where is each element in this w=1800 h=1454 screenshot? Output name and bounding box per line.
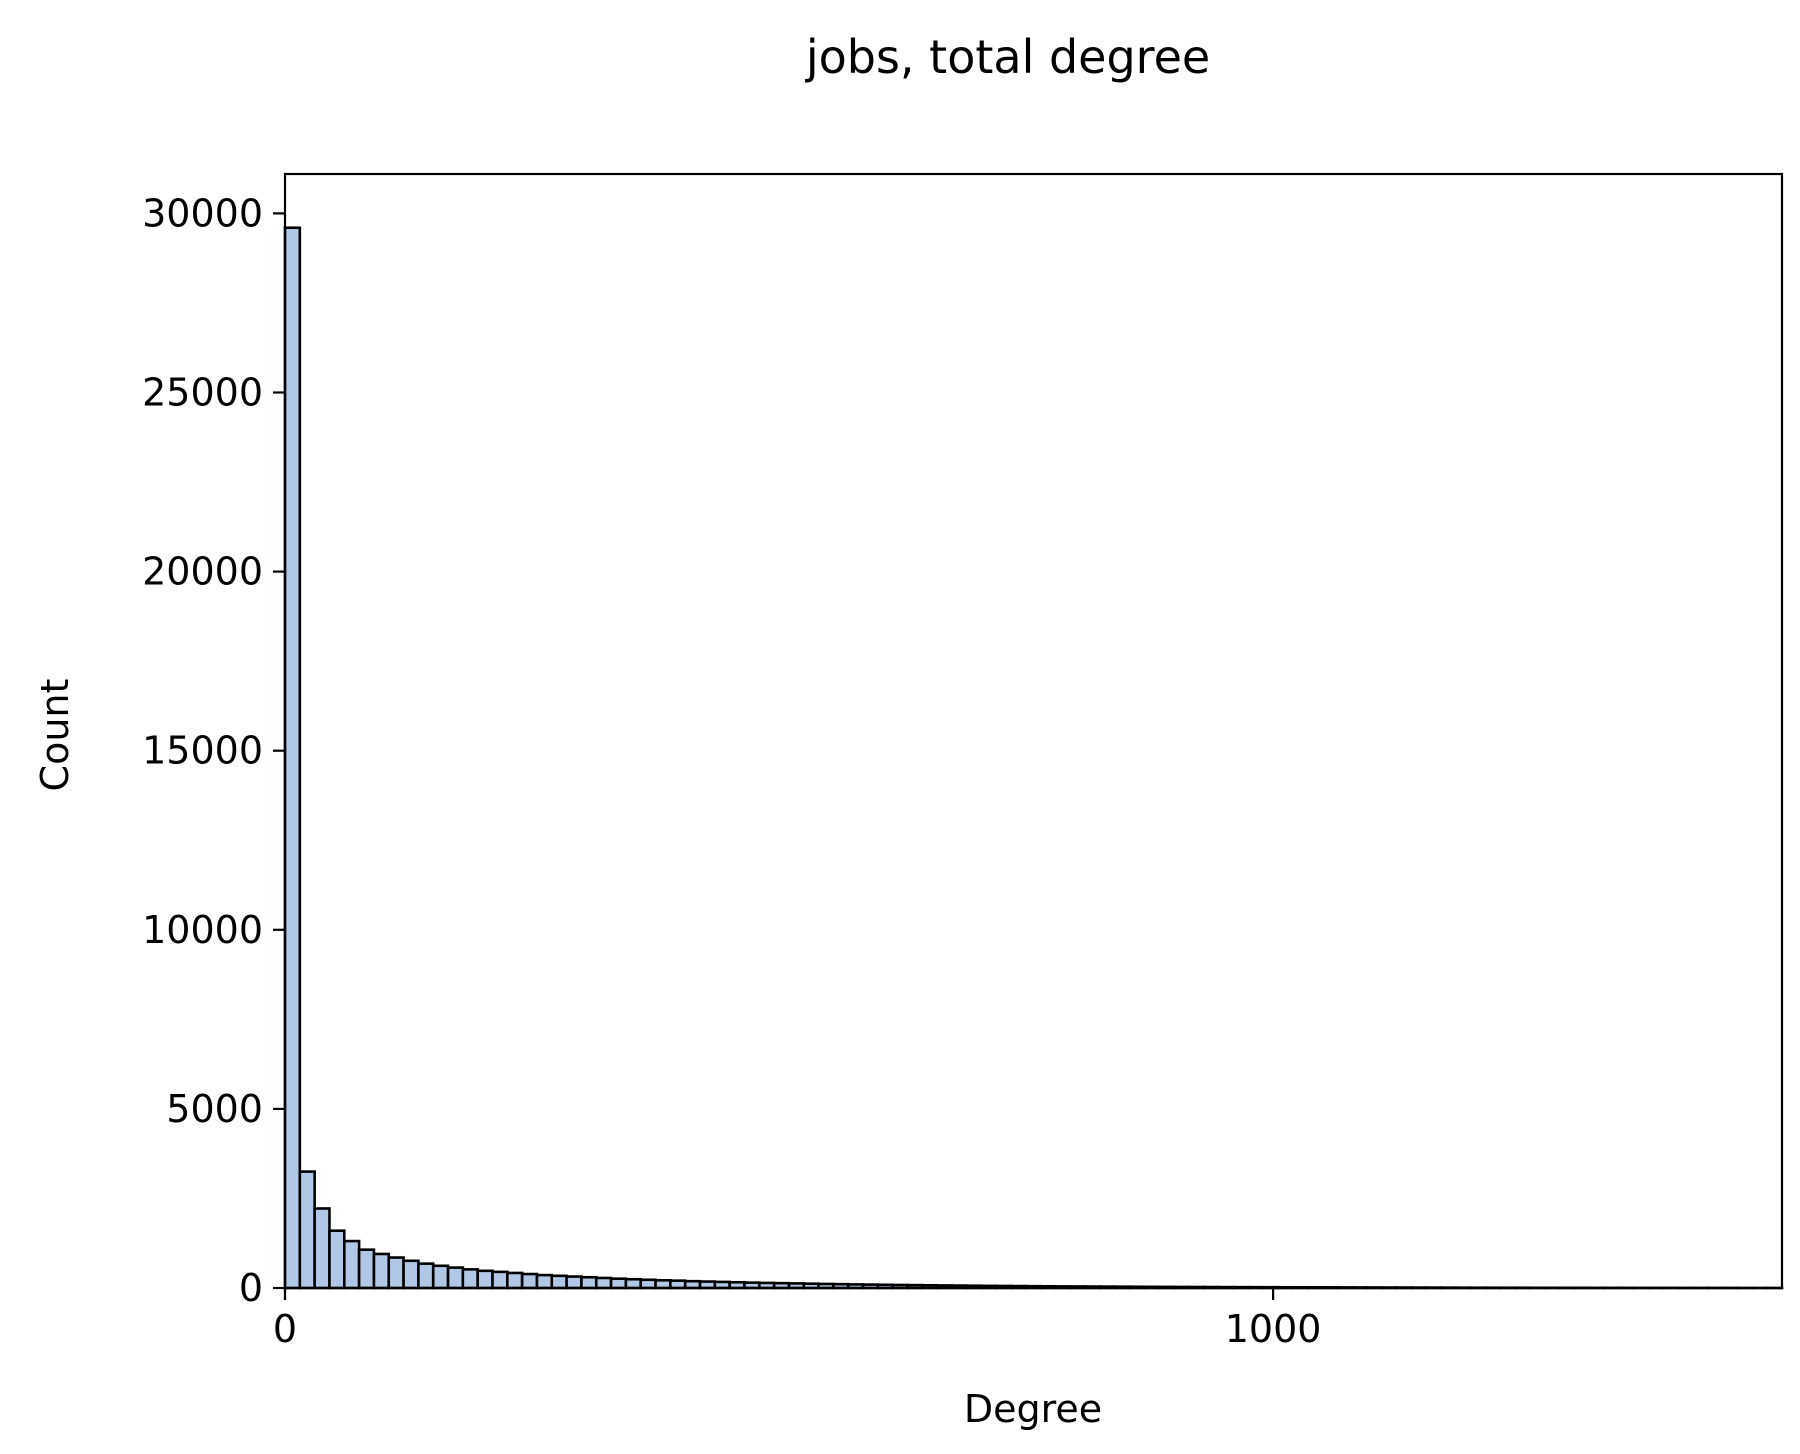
histogram-bar [313, 1207, 331, 1290]
histogram-bar [520, 1272, 539, 1290]
y-axis-label: Count [33, 679, 77, 792]
histogram-bar [417, 1262, 435, 1290]
x-tick-label: 0 [273, 1307, 297, 1351]
histogram-bar [372, 1252, 391, 1290]
y-tick-label: 0 [239, 1266, 263, 1310]
histogram-bar [357, 1248, 376, 1290]
histogram-bar [342, 1239, 361, 1290]
histogram-bar [298, 1170, 316, 1290]
y-tick-label: 15000 [142, 729, 263, 773]
histogram-bar [654, 1278, 672, 1290]
histogram-bar [402, 1259, 420, 1290]
histogram-bar [491, 1270, 509, 1290]
plot-frame [283, 172, 1784, 1290]
y-tick-label: 20000 [142, 550, 263, 594]
histogram-bar [565, 1275, 583, 1290]
histogram-bar [550, 1274, 568, 1290]
histogram-bar [639, 1278, 657, 1290]
histogram-bar [669, 1279, 687, 1290]
histogram-bar [580, 1275, 598, 1290]
x-axis-ticks: 0 1000 [273, 1288, 1322, 1351]
histogram-bar [446, 1266, 465, 1290]
histogram-bar [506, 1271, 524, 1290]
histogram-bar [594, 1276, 613, 1290]
chart-title: jobs, total degree [805, 30, 1210, 84]
histogram-bar [461, 1268, 479, 1290]
y-axis-ticks: 0 5000 10000 15000 20000 25000 30000 [142, 191, 285, 1310]
y-tick-label: 5000 [166, 1087, 263, 1131]
histogram-bar [476, 1269, 494, 1290]
histogram-bar [283, 226, 302, 1290]
y-tick-label: 25000 [142, 371, 263, 415]
bars-group [283, 226, 1784, 1290]
histogram-bar [535, 1273, 554, 1290]
histogram-bar [328, 1229, 346, 1290]
histogram-bar [609, 1277, 628, 1290]
y-tick-label: 30000 [142, 191, 263, 235]
histogram-bar [387, 1256, 405, 1290]
histogram-bar [624, 1277, 643, 1290]
x-axis-label: Degree [964, 1387, 1102, 1431]
y-tick-label: 10000 [142, 908, 263, 952]
x-tick-label: 1000 [1225, 1307, 1322, 1351]
histogram-bar [431, 1264, 450, 1290]
